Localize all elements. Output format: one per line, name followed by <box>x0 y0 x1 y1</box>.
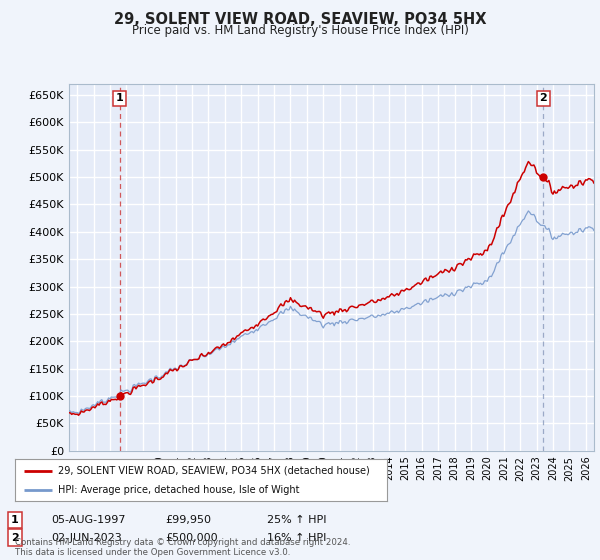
Text: 02-JUN-2023: 02-JUN-2023 <box>51 533 122 543</box>
Text: 2: 2 <box>539 93 547 103</box>
Text: 1: 1 <box>11 515 19 525</box>
Text: Contains HM Land Registry data © Crown copyright and database right 2024.
This d: Contains HM Land Registry data © Crown c… <box>15 538 350 557</box>
Text: HPI: Average price, detached house, Isle of Wight: HPI: Average price, detached house, Isle… <box>58 485 299 495</box>
Text: 1: 1 <box>116 93 124 103</box>
Text: 05-AUG-1997: 05-AUG-1997 <box>51 515 125 525</box>
Text: £500,000: £500,000 <box>165 533 218 543</box>
Text: £99,950: £99,950 <box>165 515 211 525</box>
Text: 2: 2 <box>11 533 19 543</box>
Text: 29, SOLENT VIEW ROAD, SEAVIEW, PO34 5HX: 29, SOLENT VIEW ROAD, SEAVIEW, PO34 5HX <box>114 12 486 27</box>
Text: 16% ↑ HPI: 16% ↑ HPI <box>267 533 326 543</box>
Text: 29, SOLENT VIEW ROAD, SEAVIEW, PO34 5HX (detached house): 29, SOLENT VIEW ROAD, SEAVIEW, PO34 5HX … <box>58 465 370 475</box>
Text: Price paid vs. HM Land Registry's House Price Index (HPI): Price paid vs. HM Land Registry's House … <box>131 24 469 36</box>
Text: 25% ↑ HPI: 25% ↑ HPI <box>267 515 326 525</box>
